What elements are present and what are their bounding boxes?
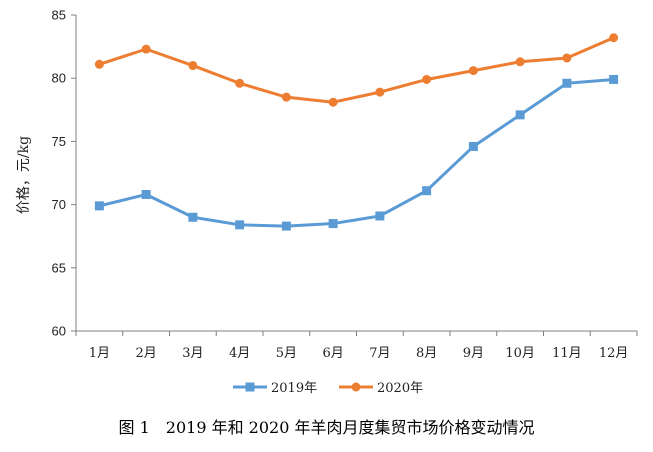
legend-item-1: 2019年: [233, 381, 317, 396]
data-point: [328, 219, 338, 229]
x-tick-label: 9月: [463, 346, 484, 361]
x-tick-label: 10月: [505, 346, 535, 361]
x-tick-label: 5月: [276, 346, 297, 361]
data-point: [141, 44, 151, 54]
data-point: [235, 78, 245, 88]
y-tick-label: 75: [52, 134, 66, 149]
series-group: [94, 33, 619, 231]
data-point: [468, 141, 478, 151]
legend-label: 2019年: [271, 381, 317, 396]
data-point: [562, 78, 572, 88]
data-point: [515, 57, 525, 67]
data-point: [188, 61, 198, 71]
data-point: [94, 201, 104, 211]
y-tick-label: 80: [52, 71, 66, 86]
figure-caption: 图 1 2019 年和 2020 年羊肉月度集贸市场价格变动情况: [118, 418, 535, 437]
legend-label: 2020年: [377, 381, 423, 396]
data-point: [328, 97, 338, 107]
data-point: [468, 66, 478, 76]
data-point: [422, 74, 432, 84]
series-line: [98, 36, 615, 104]
x-tick-label: 7月: [369, 346, 390, 361]
data-point: [141, 189, 151, 199]
y-tick-label: 65: [52, 260, 66, 275]
y-tick-label: 70: [52, 197, 66, 212]
data-point: [609, 33, 619, 43]
y-axis-label: 价格，元/kg: [16, 136, 32, 214]
legend-swatch-marker: [245, 382, 255, 392]
data-point: [375, 87, 385, 97]
data-point: [94, 59, 104, 69]
series-line: [99, 77, 614, 228]
y-tick-label: 60: [52, 324, 66, 339]
data-point: [609, 74, 619, 84]
x-tick-label: 8月: [416, 346, 437, 361]
x-tick-label: 1月: [89, 346, 110, 361]
data-point: [515, 110, 525, 120]
data-point: [562, 53, 572, 63]
x-tick-label: 11月: [552, 346, 582, 361]
y-tick-label: 85: [52, 8, 66, 23]
data-point: [235, 220, 245, 230]
data-point: [375, 211, 385, 221]
x-tick-labels: 1月 2月 3月 4月 5月 6月 7月 8月 9月 10月 11月 12月: [89, 346, 629, 361]
data-point: [281, 92, 291, 102]
legend: 2019年 2020年: [233, 381, 423, 396]
data-point: [281, 221, 291, 231]
series-2: [94, 33, 619, 107]
x-tick-label: 12月: [599, 346, 629, 361]
axes: [71, 14, 638, 336]
data-point: [422, 186, 432, 196]
x-tick-label: 3月: [182, 346, 203, 361]
line-chart: 60 65 70 75 80 85 1月 2月 3月 4月 5月 6月 7月 8月 9月 10月 11月 12月…: [16, 8, 638, 396]
x-tick-label: 4月: [229, 346, 250, 361]
x-tick-label: 6月: [322, 346, 343, 361]
legend-item-2: 2020年: [339, 381, 423, 396]
x-tick-label: 2月: [135, 346, 156, 361]
legend-swatch-marker: [351, 382, 361, 392]
series-1: [94, 74, 619, 231]
data-point: [188, 212, 198, 222]
y-tick-labels: 60 65 70 75 80 85: [52, 8, 66, 339]
